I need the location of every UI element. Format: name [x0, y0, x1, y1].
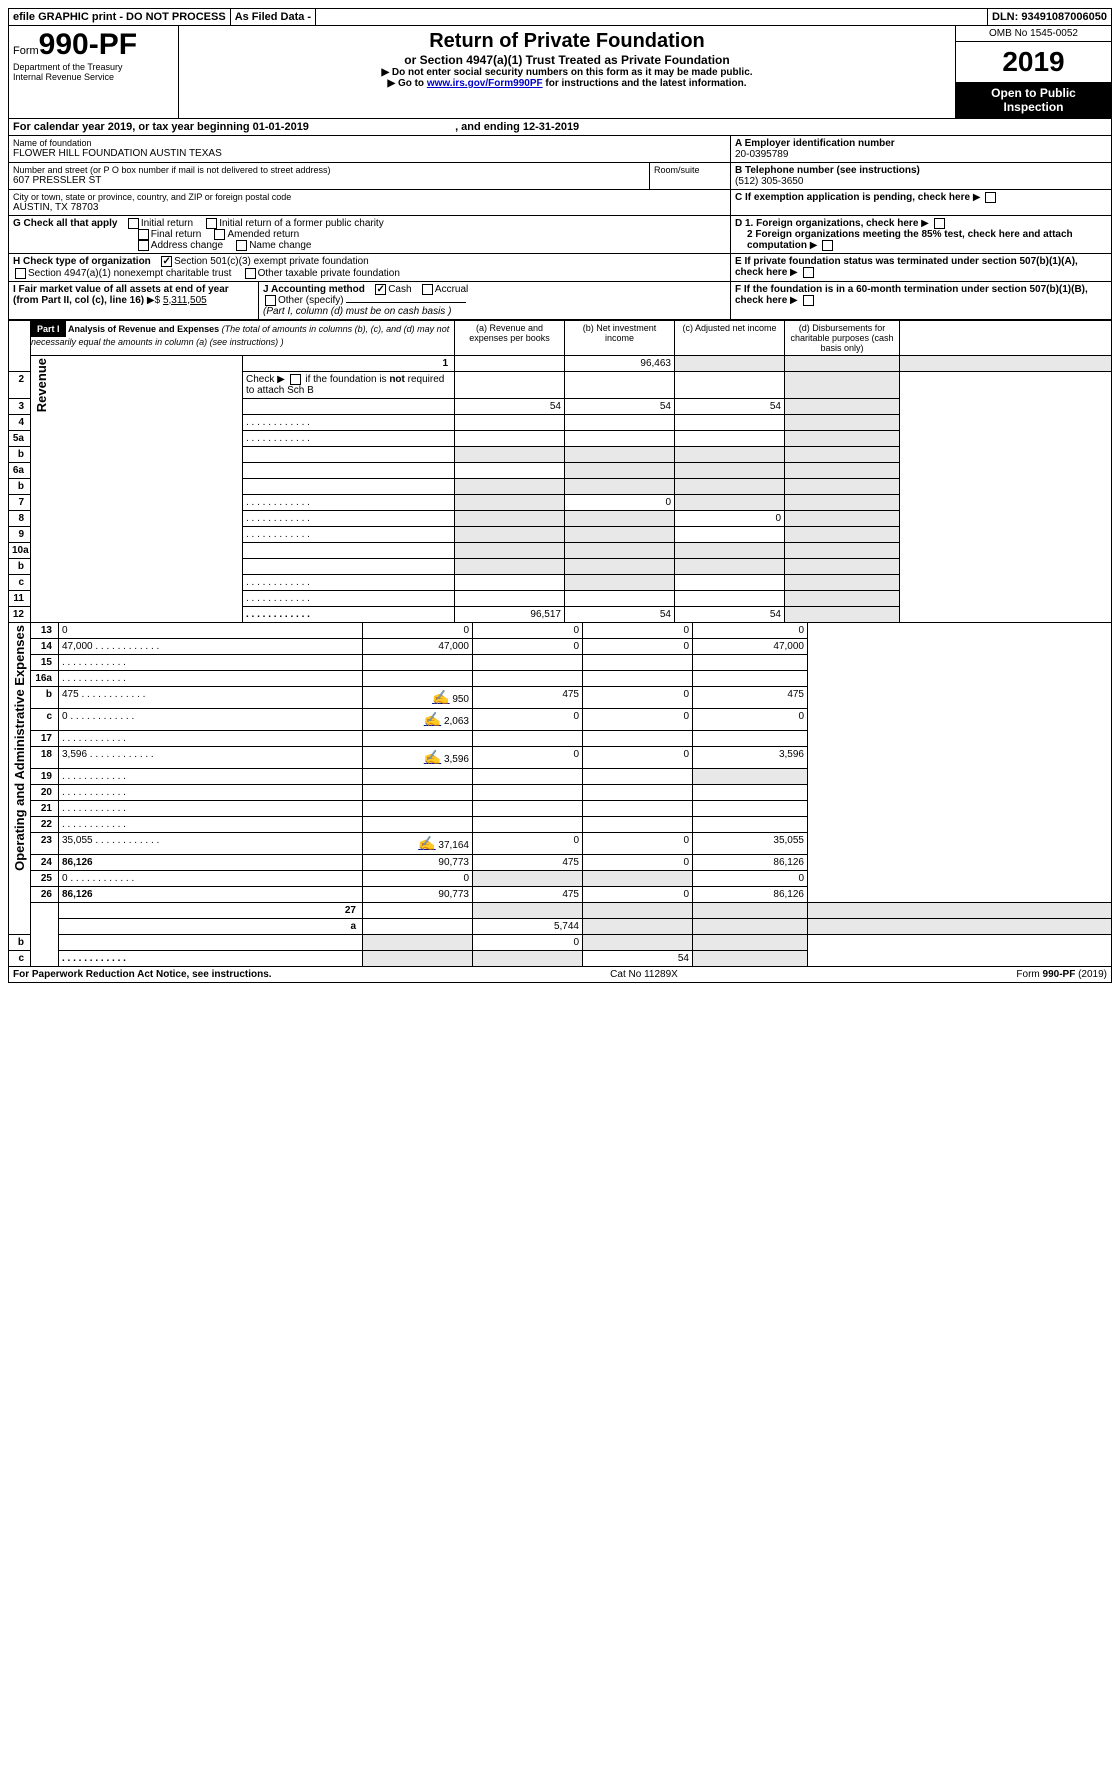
- top-bar: efile GRAPHIC print - DO NOT PROCESS As …: [8, 8, 1112, 25]
- table-row: 15: [9, 655, 1112, 671]
- foundation-name-block: Name of foundation FLOWER HILL FOUNDATIO…: [9, 136, 731, 162]
- expenses-side-label-2: Operating and Administrative Expenses: [12, 625, 27, 871]
- street-address: 607 PRESSLER ST: [13, 175, 645, 186]
- part1-label: Part I: [31, 321, 66, 337]
- ein-block: A Employer identification number 20-0395…: [731, 136, 1111, 162]
- table-row: 183,596✍ 3,596003,596: [9, 747, 1112, 769]
- form-title: Return of Private Foundation: [183, 30, 951, 53]
- g-block: G Check all that apply Initial return In…: [9, 216, 731, 253]
- i-j-block: I Fair market value of all assets at end…: [9, 282, 731, 319]
- paperwork-notice: For Paperwork Reduction Act Notice, see …: [13, 969, 272, 980]
- table-row: 1447,00047,0000047,000: [9, 639, 1112, 655]
- header-right: OMB No 1545-0052 2019 Open to Public Ins…: [956, 26, 1111, 118]
- hand-icon[interactable]: ✍: [424, 749, 441, 765]
- page-footer: For Paperwork Reduction Act Notice, see …: [8, 967, 1112, 983]
- tax-year: 2019: [956, 42, 1111, 82]
- room-suite-label: Room/suite: [650, 163, 730, 189]
- table-row: 2686,12690,773475086,126: [9, 887, 1112, 903]
- city-c-row: City or town, state or province, country…: [8, 190, 1112, 216]
- efile-notice: efile GRAPHIC print - DO NOT PROCESS: [9, 9, 231, 25]
- table-row: 2335,055✍ 37,1640035,055: [9, 833, 1112, 855]
- g-address-checkbox[interactable]: [138, 240, 149, 251]
- cat-number: Cat No 11289X: [610, 969, 678, 980]
- col-a-header: (a) Revenue and expenses per books: [455, 320, 565, 355]
- open-inspection-badge: Open to Public Inspection: [956, 82, 1111, 118]
- i-j-f-row: I Fair market value of all assets at end…: [8, 282, 1112, 320]
- c-exemption-block: C If exemption application is pending, c…: [731, 190, 1111, 215]
- fmv-value: 5,311,505: [163, 295, 207, 306]
- d-block: D 1. Foreign organizations, check here ▶…: [731, 216, 1111, 253]
- table-row: 20: [9, 785, 1112, 801]
- e-block: E If private foundation status was termi…: [731, 254, 1111, 280]
- h-block: H Check type of organization Section 501…: [9, 254, 731, 280]
- calendar-year-row: For calendar year 2019, or tax year begi…: [8, 119, 1112, 136]
- dln: DLN: 93491087006050: [988, 9, 1111, 25]
- revenue-side-label: Revenue: [34, 358, 49, 412]
- g-amended-checkbox[interactable]: [214, 229, 225, 240]
- address-phone-row: Number and street (or P O box number if …: [8, 163, 1112, 190]
- table-row: 25000: [9, 871, 1112, 887]
- name-ein-row: Name of foundation FLOWER HILL FOUNDATIO…: [8, 136, 1112, 163]
- phone-block: B Telephone number (see instructions) (5…: [731, 163, 1111, 189]
- e-checkbox[interactable]: [803, 267, 814, 278]
- table-row: 16a: [9, 671, 1112, 687]
- table-row: Revenue 196,463: [9, 355, 1112, 371]
- table-row: 17: [9, 731, 1112, 747]
- hand-icon[interactable]: ✍: [418, 835, 435, 851]
- d2-checkbox[interactable]: [822, 240, 833, 251]
- g-d-row: G Check all that apply Initial return In…: [8, 216, 1112, 254]
- foundation-name: FLOWER HILL FOUNDATION AUSTIN TEXAS: [13, 148, 726, 159]
- city-block: City or town, state or province, country…: [9, 190, 731, 215]
- col-c-header: (c) Adjusted net income: [675, 320, 785, 355]
- h-other-checkbox[interactable]: [245, 268, 256, 279]
- table-row: 22: [9, 817, 1112, 833]
- table-row: a5,744: [9, 919, 1112, 935]
- d1-checkbox[interactable]: [934, 218, 945, 229]
- table-row: 2486,12690,773475086,126: [9, 855, 1112, 871]
- g-initial-checkbox[interactable]: [128, 218, 139, 229]
- j-accrual-checkbox[interactable]: [422, 284, 433, 295]
- col-b-header: (b) Net investment income: [565, 320, 675, 355]
- table-row: c0✍ 2,063000: [9, 709, 1112, 731]
- h-e-row: H Check type of organization Section 501…: [8, 254, 1112, 281]
- table-row: b475✍ 9504750475: [9, 687, 1112, 709]
- h-501c3-checkbox[interactable]: [161, 256, 172, 267]
- f-block: F If the foundation is in a 60-month ter…: [731, 282, 1111, 319]
- table-row: 21: [9, 801, 1112, 817]
- table-row: 19: [9, 769, 1112, 785]
- form-subtitle: or Section 4947(a)(1) Trust Treated as P…: [183, 53, 951, 67]
- table-row: 27: [9, 903, 1112, 919]
- hand-icon[interactable]: ✍: [424, 711, 441, 727]
- h-4947-checkbox[interactable]: [15, 268, 26, 279]
- hand-icon[interactable]: ✍: [432, 689, 449, 705]
- header-left: Form990-PF Department of the Treasury In…: [9, 26, 179, 118]
- instructions-link-row: ▶ Go to www.irs.gov/Form990PF for instru…: [183, 78, 951, 89]
- phone-value: (512) 305-3650: [735, 176, 1107, 187]
- f-checkbox[interactable]: [803, 295, 814, 306]
- table-row: c54: [9, 951, 1112, 967]
- instructions-link[interactable]: www.irs.gov/Form990PF: [427, 78, 543, 89]
- part1-table: Part I Analysis of Revenue and Expenses …: [8, 320, 1112, 623]
- g-final-checkbox[interactable]: [138, 229, 149, 240]
- ein-value: 20-0395789: [735, 149, 1107, 160]
- omb-number: OMB No 1545-0052: [956, 26, 1111, 42]
- address-block: Number and street (or P O box number if …: [9, 163, 731, 189]
- part1-table-cont: Operating and Administrative Expenses 13…: [8, 622, 1112, 967]
- schb-checkbox[interactable]: [290, 374, 301, 385]
- g-name-checkbox[interactable]: [236, 240, 247, 251]
- ssn-warning: ▶ Do not enter social security numbers o…: [183, 67, 951, 78]
- city-value: AUSTIN, TX 78703: [13, 202, 726, 213]
- j-other-checkbox[interactable]: [265, 295, 276, 306]
- g-initial-former-checkbox[interactable]: [206, 218, 217, 229]
- table-row: Operating and Administrative Expenses 13…: [9, 623, 1112, 639]
- c-checkbox[interactable]: [985, 192, 996, 203]
- table-row: b0: [9, 935, 1112, 951]
- col-d-header: (d) Disbursements for charitable purpose…: [785, 320, 900, 355]
- header-center: Return of Private Foundation or Section …: [179, 26, 956, 118]
- as-filed-label: As Filed Data -: [231, 9, 316, 25]
- j-cash-checkbox[interactable]: [375, 284, 386, 295]
- form-ref: Form 990-PF (2019): [1016, 969, 1107, 980]
- form-header: Form990-PF Department of the Treasury In…: [8, 25, 1112, 119]
